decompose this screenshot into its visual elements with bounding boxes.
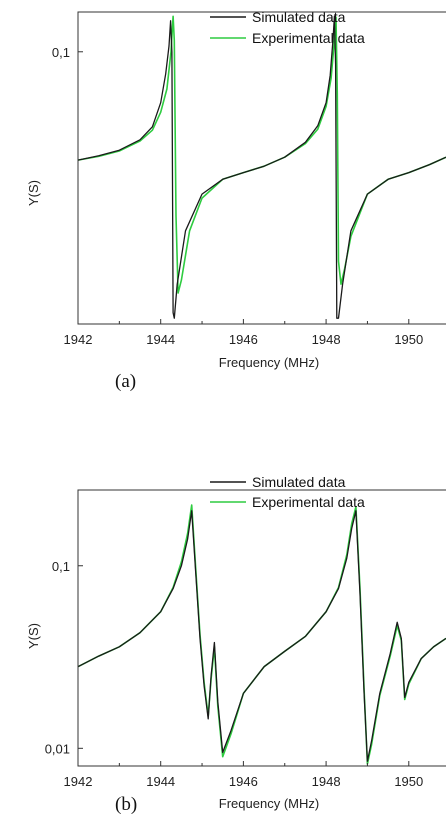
panel-b: Simulated data Experimental data Y(S) Fr… [26, 474, 446, 814]
x-tick-label: 1950 [394, 774, 423, 789]
legend-experimental-label: Experimental data [252, 494, 365, 510]
panel-label-a: (a) [115, 371, 136, 392]
x-tick-label: 1944 [146, 332, 175, 347]
y-axis-title-b: Y(S) [26, 623, 41, 649]
legend-b: Simulated data Experimental data [210, 474, 365, 510]
plot-frame [77, 11, 446, 325]
y-tick-label: 0,1 [52, 45, 70, 60]
x-tick-label: 1942 [64, 774, 93, 789]
x-tick-label: 1944 [146, 774, 175, 789]
legend-a: Simulated data Experimental data [210, 9, 365, 46]
x-tick-label: 1946 [229, 774, 258, 789]
x-axis-title-b: Frequency (MHz) [219, 796, 319, 811]
panel-a: Simulated data Experimental data Y(S) Fr… [26, 9, 446, 392]
panel-label-b: (b) [115, 794, 137, 814]
x-tick-label: 1942 [64, 332, 93, 347]
series-line-experimental [77, 504, 446, 765]
x-tick-label: 1948 [312, 774, 341, 789]
legend-simulated-label: Simulated data [252, 9, 346, 25]
plot-frame [77, 489, 446, 767]
series-line-simulated [77, 510, 446, 762]
x-tick-label: 1950 [394, 332, 423, 347]
series-line-simulated [77, 15, 446, 319]
legend-experimental-label: Experimental data [252, 30, 365, 46]
series-line-experimental [77, 15, 446, 294]
y-tick-label: 0,01 [45, 741, 70, 756]
x-axis-title-a: Frequency (MHz) [219, 355, 319, 370]
y-axis-title-a: Y(S) [26, 180, 41, 206]
x-tick-label: 1948 [312, 332, 341, 347]
y-tick-label: 0,1 [52, 559, 70, 574]
legend-simulated-label: Simulated data [252, 474, 346, 490]
x-tick-label: 1946 [229, 332, 258, 347]
